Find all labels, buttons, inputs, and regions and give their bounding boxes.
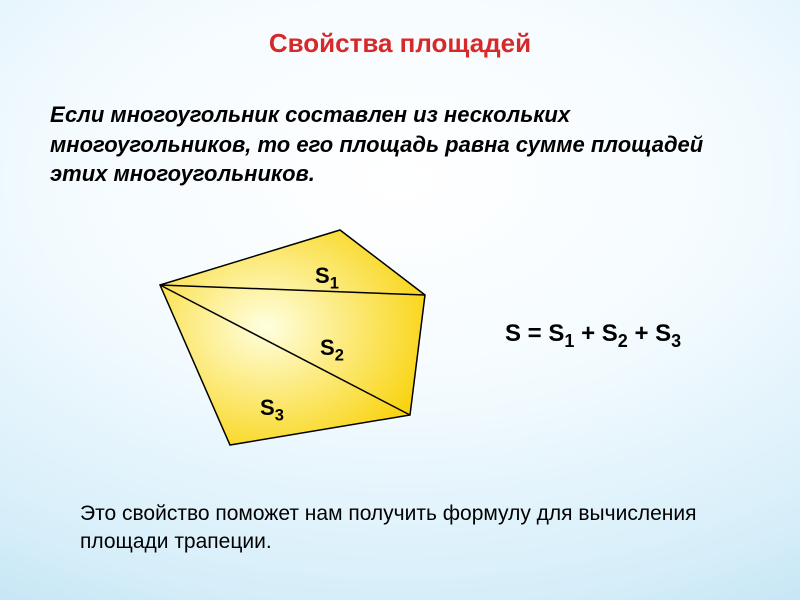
- polygon-svg: [145, 225, 445, 455]
- plus-sign: +: [574, 320, 601, 347]
- formula-term-1: S1: [548, 320, 574, 347]
- equals-sign: =: [521, 320, 548, 347]
- region-label-S1: S1: [315, 263, 339, 293]
- slide-title: Свойства площадей: [0, 28, 800, 59]
- formula-term-2: S2: [602, 320, 628, 347]
- region-label-S3: S3: [260, 395, 284, 425]
- paragraph-bottom: Это свойство поможет нам получить формул…: [50, 500, 750, 557]
- area-formula: S = S1 + S2 + S3: [505, 320, 681, 352]
- region-label-S2: S2: [320, 335, 344, 365]
- paragraph-top: Если многоугольник составлен из нескольк…: [50, 100, 750, 189]
- plus-sign: +: [628, 320, 655, 347]
- formula-term-3: S3: [655, 320, 681, 347]
- paragraph-bottom-text: Это свойство поможет нам получить формул…: [80, 502, 696, 553]
- pentagon-shape: [160, 230, 425, 445]
- polygon-diagram: S1 S2 S3: [145, 225, 445, 455]
- formula-lhs: S: [505, 320, 521, 347]
